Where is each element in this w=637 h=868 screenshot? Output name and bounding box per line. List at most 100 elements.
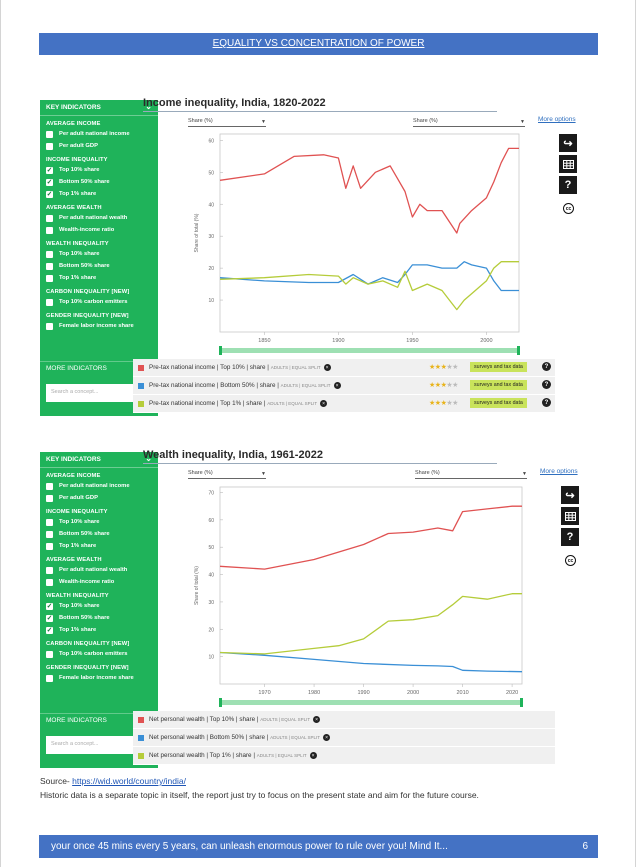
sidebar-section-title: AVERAGE WEALTH <box>46 205 102 211</box>
checkbox[interactable] <box>46 674 53 682</box>
more-indicators-label: MORE INDICATORS <box>46 717 107 724</box>
left-unit-dropdown[interactable]: Share (%) ▼ <box>188 118 266 127</box>
checkbox[interactable] <box>46 322 53 330</box>
legend-row[interactable]: Pre-tax national income | Top 10% | shar… <box>133 359 555 377</box>
range-slider-handle-left <box>219 346 222 355</box>
indicator-label: Top 10% carbon emitters <box>59 299 128 305</box>
indicator-checkbox-item[interactable]: Top 1% share <box>40 272 158 284</box>
chevron-down-icon[interactable]: ⌄ <box>145 454 152 463</box>
indicator-checkbox-item[interactable]: Per adult national wealth <box>40 212 158 224</box>
dropdown-label: Share (%) <box>413 118 438 124</box>
series-line <box>219 147 519 234</box>
creative-commons-icon: cc <box>565 555 576 566</box>
checkbox[interactable] <box>46 494 53 502</box>
checkbox[interactable] <box>46 530 53 538</box>
indicator-checkbox-item[interactable]: Bottom 50% share <box>40 260 158 272</box>
indicator-checkbox-item[interactable]: Top 10% carbon emitters <box>40 296 158 308</box>
remove-series-icon[interactable]: × <box>333 382 341 390</box>
indicator-label: Top 10% share <box>59 251 100 257</box>
share-icon[interactable]: ↪ <box>559 134 577 152</box>
indicator-checkbox-item[interactable]: ✓ Top 10% share <box>40 164 158 176</box>
checkbox[interactable] <box>46 130 53 138</box>
indicator-checkbox-item[interactable]: Per adult GDP <box>40 492 158 504</box>
legend-row[interactable]: Net personal wealth | Top 10% | share | … <box>133 711 555 729</box>
table-icon[interactable] <box>559 155 577 173</box>
indicator-checkbox-item[interactable]: Female labor income share <box>40 672 158 684</box>
dropdown-arrow-icon: ▼ <box>261 119 266 125</box>
indicator-checkbox-item[interactable]: Top 10% carbon emitters <box>40 648 158 660</box>
help-icon[interactable]: ? <box>559 176 577 194</box>
checkbox[interactable] <box>46 650 53 658</box>
indicator-checkbox-item[interactable]: Top 10% share <box>40 248 158 260</box>
y-tick-label: 60 <box>208 138 214 144</box>
indicator-label: Bottom 50% share <box>59 615 110 621</box>
legend-row[interactable]: Net personal wealth | Top 1% | share | A… <box>133 747 555 765</box>
indicator-checkbox-item[interactable]: Per adult GDP <box>40 140 158 152</box>
checkbox[interactable] <box>46 578 53 586</box>
sidebar-header[interactable]: KEY INDICATORS ⌄ <box>40 452 158 468</box>
checkbox[interactable]: ✓ <box>46 602 53 610</box>
help-icon[interactable]: ? <box>542 398 551 407</box>
checkbox[interactable]: ✓ <box>46 166 53 174</box>
checkbox[interactable]: ✓ <box>46 614 53 622</box>
left-unit-dropdown[interactable]: Share (%) ▼ <box>188 470 266 479</box>
indicator-label: Top 1% share <box>59 627 97 633</box>
checkbox[interactable] <box>46 262 53 270</box>
remove-series-icon[interactable]: × <box>320 400 328 408</box>
more-options-link[interactable]: More options <box>540 468 578 475</box>
indicator-checkbox-item[interactable]: Per adult national wealth <box>40 564 158 576</box>
chevron-down-icon[interactable]: ⌄ <box>145 102 152 111</box>
remove-series-icon[interactable]: × <box>309 752 317 760</box>
indicator-checkbox-item[interactable]: Female labor income share <box>40 320 158 332</box>
table-icon[interactable] <box>561 507 579 525</box>
share-icon[interactable]: ↪ <box>561 486 579 504</box>
legend-row[interactable]: Net personal wealth | Bottom 50% | share… <box>133 729 555 747</box>
indicator-checkbox-item[interactable]: Wealth-income ratio <box>40 576 158 588</box>
checkbox[interactable] <box>46 250 53 258</box>
sidebar-header[interactable]: KEY INDICATORS ⌄ <box>40 100 158 116</box>
indicator-checkbox-item[interactable]: ✓ Bottom 50% share <box>40 612 158 624</box>
indicator-checkbox-item[interactable]: Wealth-income ratio <box>40 224 158 236</box>
range-slider-track <box>220 348 519 353</box>
indicator-label: Top 1% share <box>59 275 97 281</box>
checkbox[interactable] <box>46 226 53 234</box>
checkbox[interactable] <box>46 274 53 282</box>
indicator-checkbox-item[interactable]: Top 10% share <box>40 516 158 528</box>
indicator-checkbox-item[interactable]: ✓ Top 1% share <box>40 624 158 636</box>
checkbox[interactable] <box>46 298 53 306</box>
indicator-label: Female labor income share <box>59 323 134 329</box>
checkbox[interactable] <box>46 566 53 574</box>
checkbox[interactable]: ✓ <box>46 190 53 198</box>
remove-series-icon[interactable]: × <box>313 716 321 724</box>
source-link[interactable]: https://wid.world/country/india/ <box>72 776 186 786</box>
indicator-checkbox-item[interactable]: ✓ Top 10% share <box>40 600 158 612</box>
indicator-checkbox-item[interactable]: Top 1% share <box>40 540 158 552</box>
title-divider <box>143 463 497 464</box>
indicator-checkbox-item[interactable]: Bottom 50% share <box>40 528 158 540</box>
indicator-checkbox-item[interactable]: Per adult national income <box>40 128 158 140</box>
more-options-link[interactable]: More options <box>538 116 576 123</box>
sidebar-section-title: AVERAGE INCOME <box>46 121 101 127</box>
checkbox[interactable] <box>46 518 53 526</box>
indicator-label: Wealth-income ratio <box>59 227 115 233</box>
help-icon[interactable]: ? <box>542 362 551 371</box>
indicator-checkbox-item[interactable]: ✓ Top 1% share <box>40 188 158 200</box>
x-tick-label: 2000 <box>480 338 492 344</box>
checkbox[interactable]: ✓ <box>46 178 53 186</box>
source-line: Source- https://wid.world/country/india/ <box>40 776 186 786</box>
checkbox[interactable] <box>46 542 53 550</box>
remove-series-icon[interactable]: × <box>323 734 331 742</box>
checkbox[interactable]: ✓ <box>46 626 53 634</box>
indicator-checkbox-item[interactable]: ✓ Bottom 50% share <box>40 176 158 188</box>
help-icon[interactable]: ? <box>561 528 579 546</box>
remove-series-icon[interactable]: × <box>323 364 331 372</box>
legend-row[interactable]: Pre-tax national income | Bottom 50% | s… <box>133 377 555 395</box>
checkbox[interactable] <box>46 142 53 150</box>
right-unit-dropdown[interactable]: Share (%) ▼ <box>415 470 527 479</box>
help-icon[interactable]: ? <box>542 380 551 389</box>
checkbox[interactable] <box>46 482 53 490</box>
right-unit-dropdown[interactable]: Share (%) ▼ <box>413 118 525 127</box>
checkbox[interactable] <box>46 214 53 222</box>
indicator-checkbox-item[interactable]: Per adult national income <box>40 480 158 492</box>
legend-row[interactable]: Pre-tax national income | Top 1% | share… <box>133 395 555 413</box>
